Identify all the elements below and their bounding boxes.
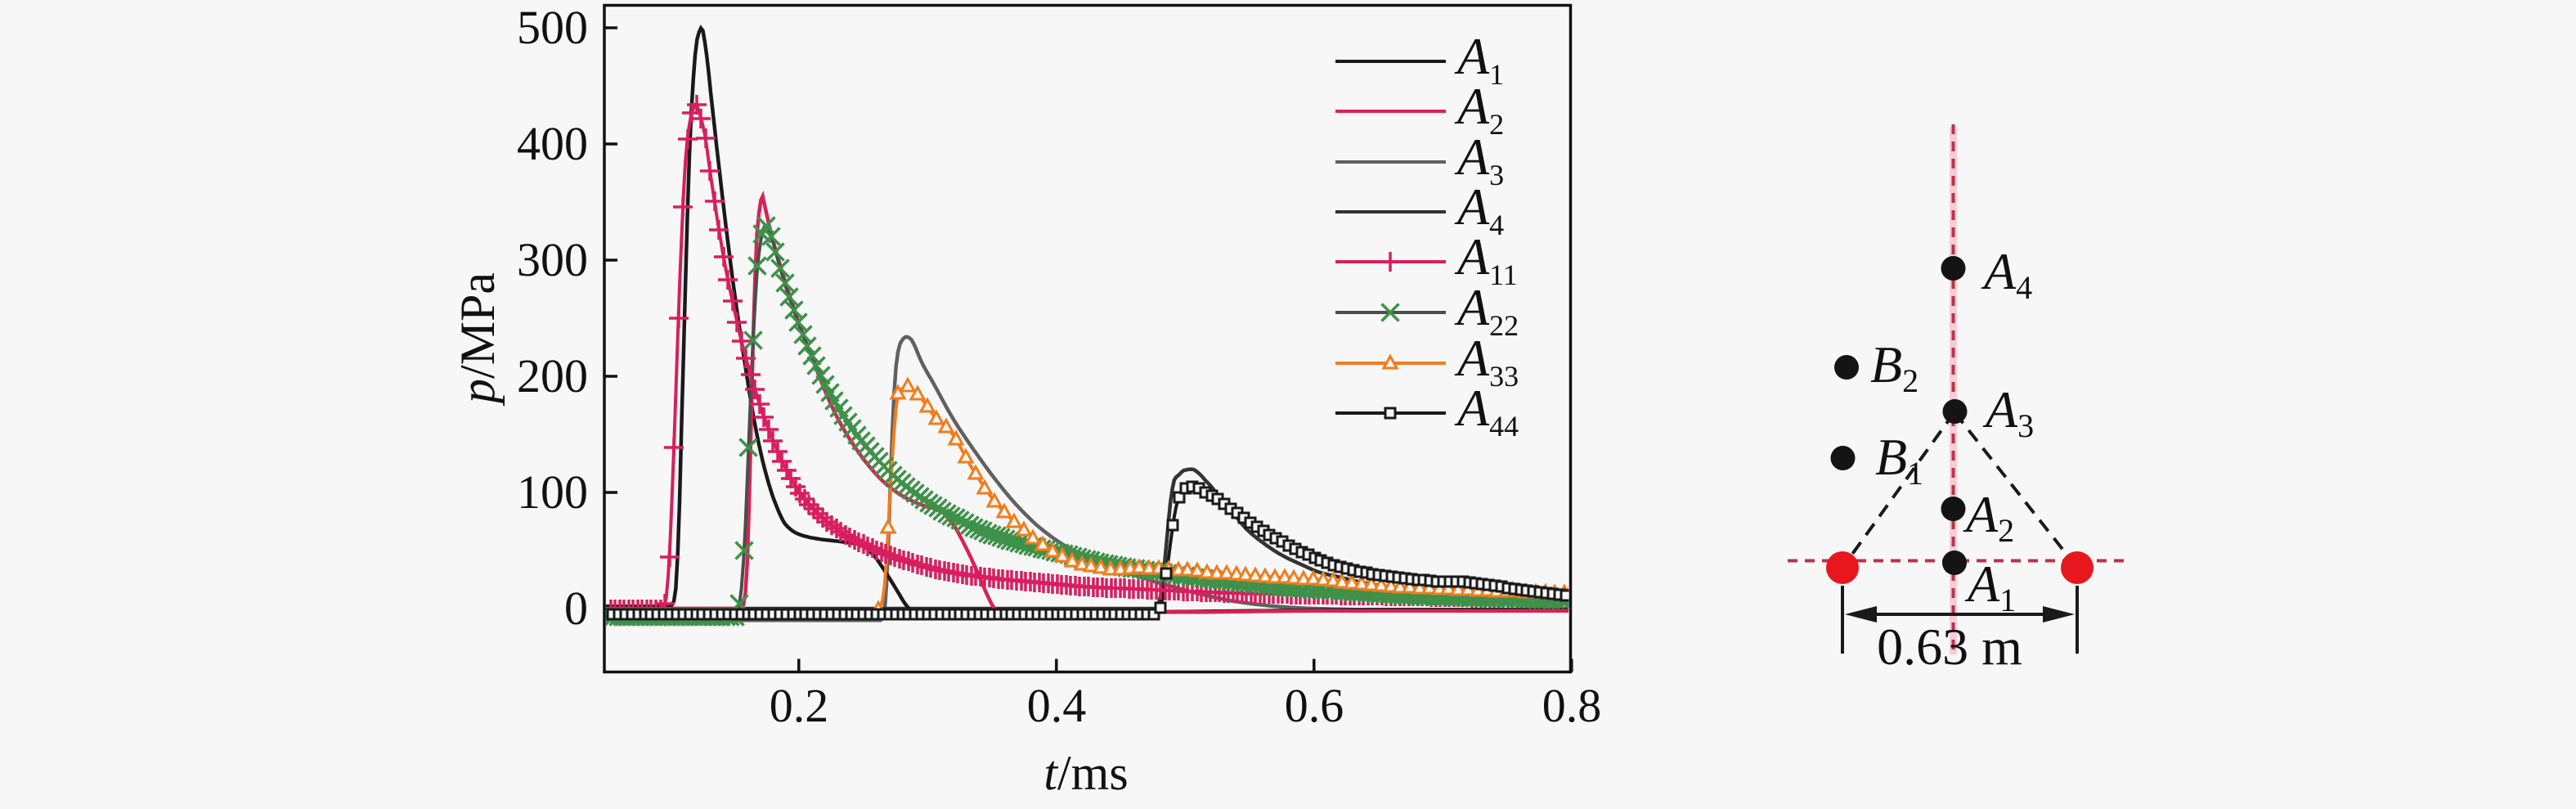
svg-text:p/MPa: p/MPa bbox=[451, 272, 505, 407]
svg-text:A1: A1 bbox=[1964, 555, 2016, 618]
svg-text:A44: A44 bbox=[1454, 379, 1519, 443]
svg-text:A3: A3 bbox=[1454, 128, 1504, 191]
svg-text:A4: A4 bbox=[1454, 178, 1504, 241]
svg-text:t/ms: t/ms bbox=[1043, 746, 1128, 800]
svg-text:500: 500 bbox=[517, 1, 588, 54]
svg-text:A33: A33 bbox=[1454, 329, 1519, 393]
svg-text:A3: A3 bbox=[1982, 380, 2034, 444]
svg-text:200: 200 bbox=[517, 349, 588, 402]
svg-text:0.63 m: 0.63 m bbox=[1877, 618, 2022, 676]
svg-text:400: 400 bbox=[517, 117, 588, 170]
svg-text:0.2: 0.2 bbox=[770, 679, 829, 732]
svg-text:A1: A1 bbox=[1454, 27, 1504, 91]
svg-text:100: 100 bbox=[517, 465, 588, 519]
svg-text:A11: A11 bbox=[1454, 227, 1518, 291]
svg-text:0.6: 0.6 bbox=[1285, 679, 1344, 732]
svg-text:0.8: 0.8 bbox=[1542, 679, 1602, 732]
svg-text:300: 300 bbox=[517, 233, 588, 286]
svg-text:A4: A4 bbox=[1981, 242, 2032, 306]
svg-text:0.4: 0.4 bbox=[1027, 679, 1087, 732]
svg-text:B1: B1 bbox=[1875, 428, 1923, 492]
svg-text:0: 0 bbox=[564, 582, 588, 635]
svg-text:A2: A2 bbox=[1454, 77, 1504, 141]
svg-text:A22: A22 bbox=[1454, 278, 1519, 342]
svg-text:B2: B2 bbox=[1870, 335, 1919, 399]
svg-text:A2: A2 bbox=[1963, 485, 2014, 549]
